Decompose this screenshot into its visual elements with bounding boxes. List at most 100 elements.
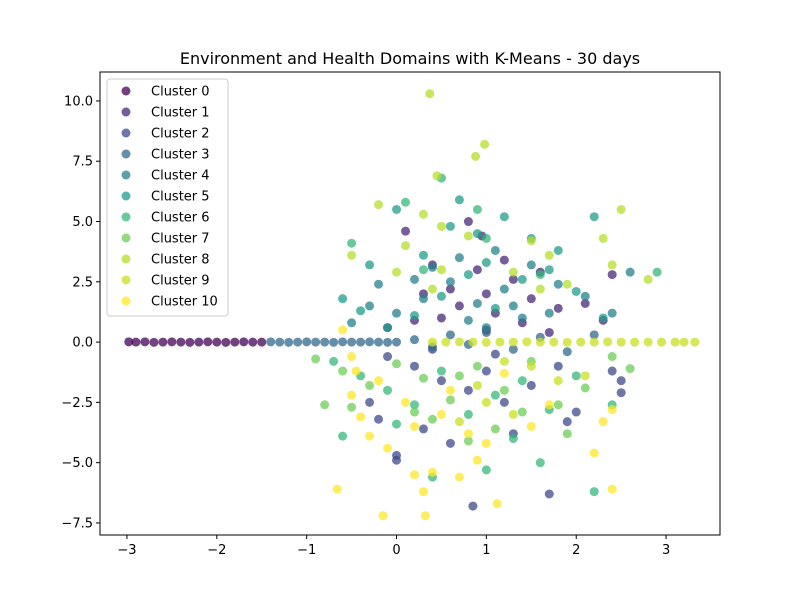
cluster-7-point [365, 380, 375, 390]
cluster-3-point [311, 337, 321, 347]
cluster-4-point [553, 279, 563, 289]
legend-marker [121, 107, 131, 117]
cluster-0-point [140, 337, 150, 347]
cluster-6-point [418, 265, 428, 275]
cluster-1-point [472, 265, 482, 275]
x-tick-label: 2 [572, 543, 580, 558]
cluster-0-point [257, 337, 267, 347]
cluster-9-point [495, 337, 505, 347]
cluster-3-point [293, 337, 303, 347]
cluster-10-point [481, 438, 491, 448]
cluster-2-point [365, 397, 375, 407]
cluster-0-point [185, 337, 195, 347]
cluster-2-point [468, 501, 478, 511]
cluster-9-point [481, 397, 491, 407]
points-layer [124, 89, 700, 521]
cluster-6-point [329, 356, 339, 366]
cluster-5-point [463, 270, 473, 280]
cluster-1-point [463, 217, 473, 227]
cluster-4-point [463, 315, 473, 325]
cluster-9-point [553, 376, 563, 386]
cluster-5-point [383, 323, 393, 333]
cluster-7-point [320, 400, 330, 410]
cluster-10-point [409, 470, 419, 480]
cluster-10-point [365, 431, 375, 441]
cluster-4-point [526, 260, 536, 270]
legend-marker [121, 149, 131, 159]
cluster-4-point [544, 308, 554, 318]
cluster-9-point [454, 417, 464, 427]
cluster-8-point [432, 171, 442, 181]
cluster-8-point [544, 250, 554, 260]
cluster-7-point [409, 407, 419, 417]
cluster-0-point [194, 337, 204, 347]
cluster-4-point [472, 299, 482, 308]
cluster-10-point [436, 409, 446, 419]
x-tick-label: −1 [297, 543, 316, 558]
cluster-10-point [492, 499, 502, 509]
cluster-5-point [571, 286, 581, 296]
cluster-4-point [490, 245, 500, 255]
cluster-8-point [480, 139, 490, 149]
cluster-2-point [490, 349, 500, 359]
cluster-8-point [347, 250, 357, 260]
x-tick-label: 0 [392, 543, 400, 558]
cluster-6-point [535, 458, 545, 468]
cluster-3-point [589, 330, 599, 340]
cluster-10-point [347, 352, 357, 362]
cluster-9-point [499, 356, 509, 366]
cluster-3-point [347, 337, 357, 347]
cluster-3-point [356, 337, 366, 347]
cluster-4-point [454, 253, 464, 263]
cluster-3-point [320, 337, 330, 347]
x-tick-label: −3 [117, 543, 136, 558]
cluster-3-point [329, 337, 339, 347]
cluster-4-point [607, 308, 617, 318]
cluster-6-point [481, 233, 491, 243]
cluster-5-point [517, 274, 527, 284]
cluster-9-point [427, 337, 437, 347]
legend-marker [121, 275, 131, 285]
cluster-4-point [481, 323, 491, 333]
cluster-0-point [167, 337, 177, 347]
cluster-2-point [418, 424, 428, 434]
cluster-1-point [454, 301, 464, 311]
cluster-8-point [392, 267, 402, 277]
cluster-4-point [409, 274, 419, 284]
cluster-9-point [535, 337, 545, 347]
x-axis: −3 −2 −1 0 1 2 3 [117, 535, 670, 558]
cluster-8-point [598, 233, 608, 243]
cluster-8-point [427, 284, 437, 294]
cluster-0-point [221, 337, 231, 347]
legend-label: Cluster 1 [151, 106, 210, 121]
cluster-4-point [499, 284, 509, 294]
cluster-10-point [427, 467, 437, 477]
cluster-10-point [499, 368, 509, 378]
legend-label: Cluster 2 [151, 127, 210, 142]
cluster-5-point [598, 313, 608, 323]
cluster-9-point [679, 337, 689, 347]
y-axis: −7.5 −5.0 −2.5 0.0 2.5 5.0 7.5 10.0 [61, 94, 100, 531]
cluster-7-point [553, 400, 563, 410]
cluster-4-point [625, 267, 635, 277]
chart-title: Environment and Health Domains with K-Me… [180, 49, 640, 68]
cluster-8-point [418, 209, 428, 219]
cluster-10-point [598, 417, 608, 427]
cluster-3-point [409, 335, 419, 345]
legend: Cluster 0 Cluster 1 Cluster 2 Cluster 3 Clus… [106, 78, 229, 317]
cluster-9-point [526, 361, 536, 371]
legend-label: Cluster 4 [151, 169, 210, 184]
cluster-9-point [616, 337, 626, 347]
cluster-4-point [427, 262, 437, 272]
x-tick-label: 3 [662, 543, 670, 558]
cluster-3-point [302, 337, 312, 347]
cluster-7-point [311, 354, 321, 364]
cluster-9-point [441, 337, 451, 347]
cluster-10-point [409, 421, 419, 431]
cluster-8-point [508, 267, 518, 277]
cluster-1-point [445, 284, 455, 294]
cluster-2-point [526, 380, 536, 390]
cluster-9-point [630, 337, 640, 347]
y-tick-label: 10.0 [64, 94, 93, 109]
cluster-8-point [535, 284, 545, 294]
